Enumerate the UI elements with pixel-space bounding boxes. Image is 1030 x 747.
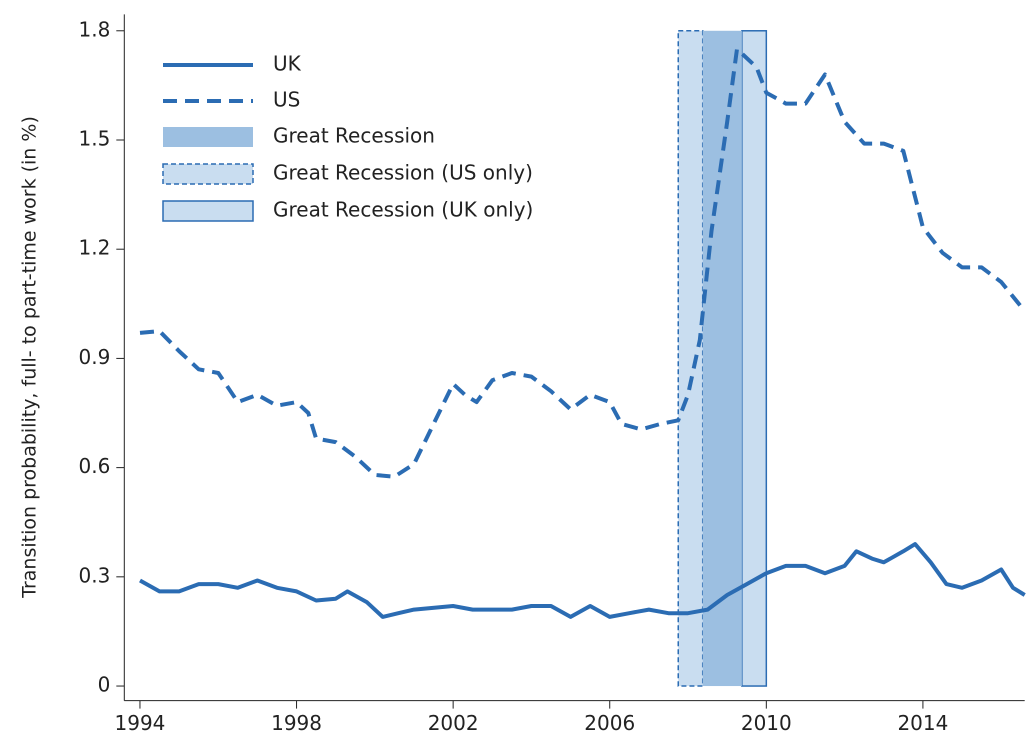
x-tick-label: 2002	[428, 711, 479, 735]
legend-label: US	[273, 88, 300, 112]
legend-label: UK	[273, 52, 302, 76]
y-tick-label: 0.6	[78, 454, 110, 478]
y-axis-label: Transition probability, full- to part-ti…	[19, 116, 41, 599]
legend-swatch	[162, 163, 254, 185]
y-tick-label: 0	[98, 673, 111, 697]
y-tick-label: 1.8	[78, 17, 110, 41]
series-line	[139, 542, 1026, 619]
y-tick-label: 1.5	[78, 126, 110, 150]
legend-label: Great Recession	[273, 124, 435, 148]
legend-label: Great Recession (UK only)	[273, 198, 533, 222]
x-tick-label: 1994	[115, 711, 166, 735]
x-tick-label: 2006	[584, 711, 635, 735]
band	[677, 30, 704, 687]
series-line	[139, 47, 1027, 479]
band	[702, 30, 742, 687]
y-tick-label: 0.3	[78, 563, 110, 587]
y-tick-label: 0.9	[78, 345, 110, 369]
x-tick-label: 2010	[741, 711, 792, 735]
legend-swatch	[162, 200, 254, 222]
y-tick-label: 1.2	[78, 236, 110, 260]
legend-label: Great Recession (US only)	[273, 161, 533, 185]
band	[741, 30, 768, 687]
legend-swatch	[163, 127, 253, 147]
x-tick-label: 1998	[271, 711, 322, 735]
x-tick-label: 2014	[897, 711, 948, 735]
